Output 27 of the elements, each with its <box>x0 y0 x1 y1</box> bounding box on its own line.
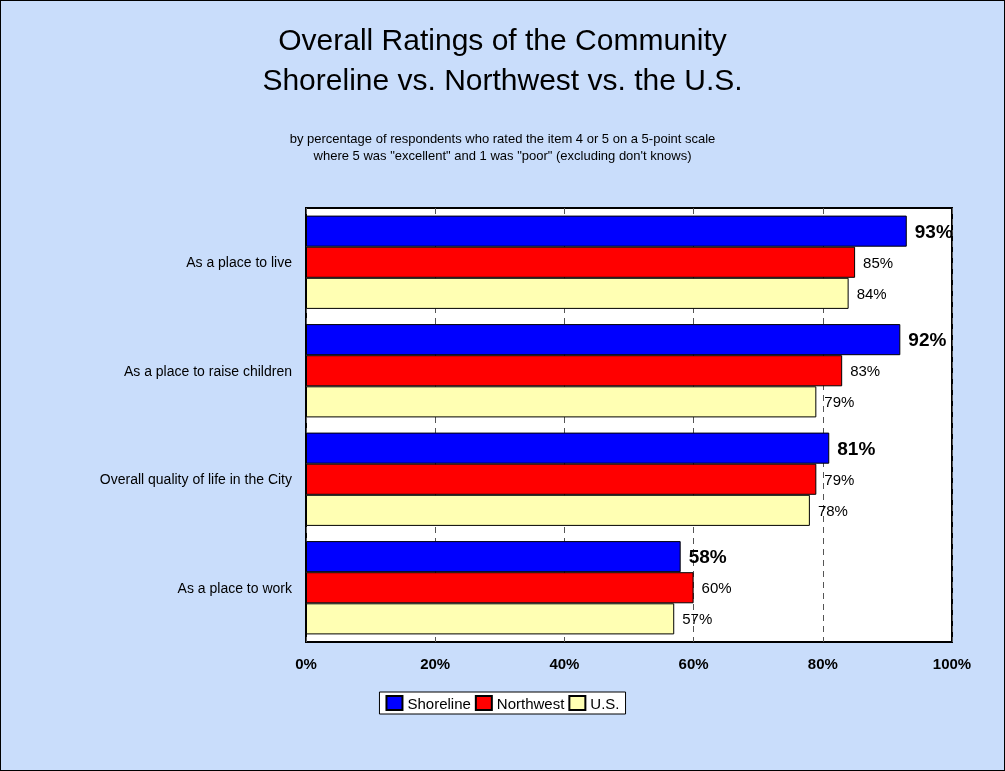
chart-subtitle: Shoreline vs. Northwest vs. the U.S. <box>262 62 743 96</box>
x-tick-label: 0% <box>295 655 317 672</box>
data-label: 57% <box>682 610 713 628</box>
x-tick-label: 20% <box>420 655 451 672</box>
x-tick-label: 40% <box>549 655 580 672</box>
chart-title: Overall Ratings of the Community <box>278 22 727 56</box>
x-tick-label: 100% <box>932 655 972 672</box>
x-tick-label: 80% <box>807 655 838 672</box>
data-label: 85% <box>863 253 894 271</box>
data-label: 84% <box>856 284 887 302</box>
y-tick-label: Overall quality of life in the City <box>99 471 292 488</box>
y-tick-label: As a place to work <box>177 579 293 596</box>
data-label: 60% <box>701 579 732 597</box>
legend-label: U.S. <box>590 694 620 712</box>
data-label: 79% <box>824 393 855 411</box>
legend-label: Shoreline <box>407 694 471 712</box>
data-label: 92% <box>908 329 947 351</box>
text: by percentage of respondents who rated the item 4 or 5 on a 5-point scale where 5 was "excellent" and 1 was "poor" (excluding don't knows) <box>289 131 716 163</box>
legend-label: Northwest <box>496 694 566 712</box>
data-label: 79% <box>824 470 855 488</box>
data-label: 81% <box>837 437 876 459</box>
data-label: 83% <box>850 362 881 380</box>
data-label: 78% <box>817 501 848 519</box>
x-tick-label: 60% <box>678 655 709 672</box>
y-tick-label: As a place to raise children <box>123 362 292 379</box>
y-tick-label: As a place to live <box>186 254 293 271</box>
data-label: 58% <box>688 546 727 568</box>
